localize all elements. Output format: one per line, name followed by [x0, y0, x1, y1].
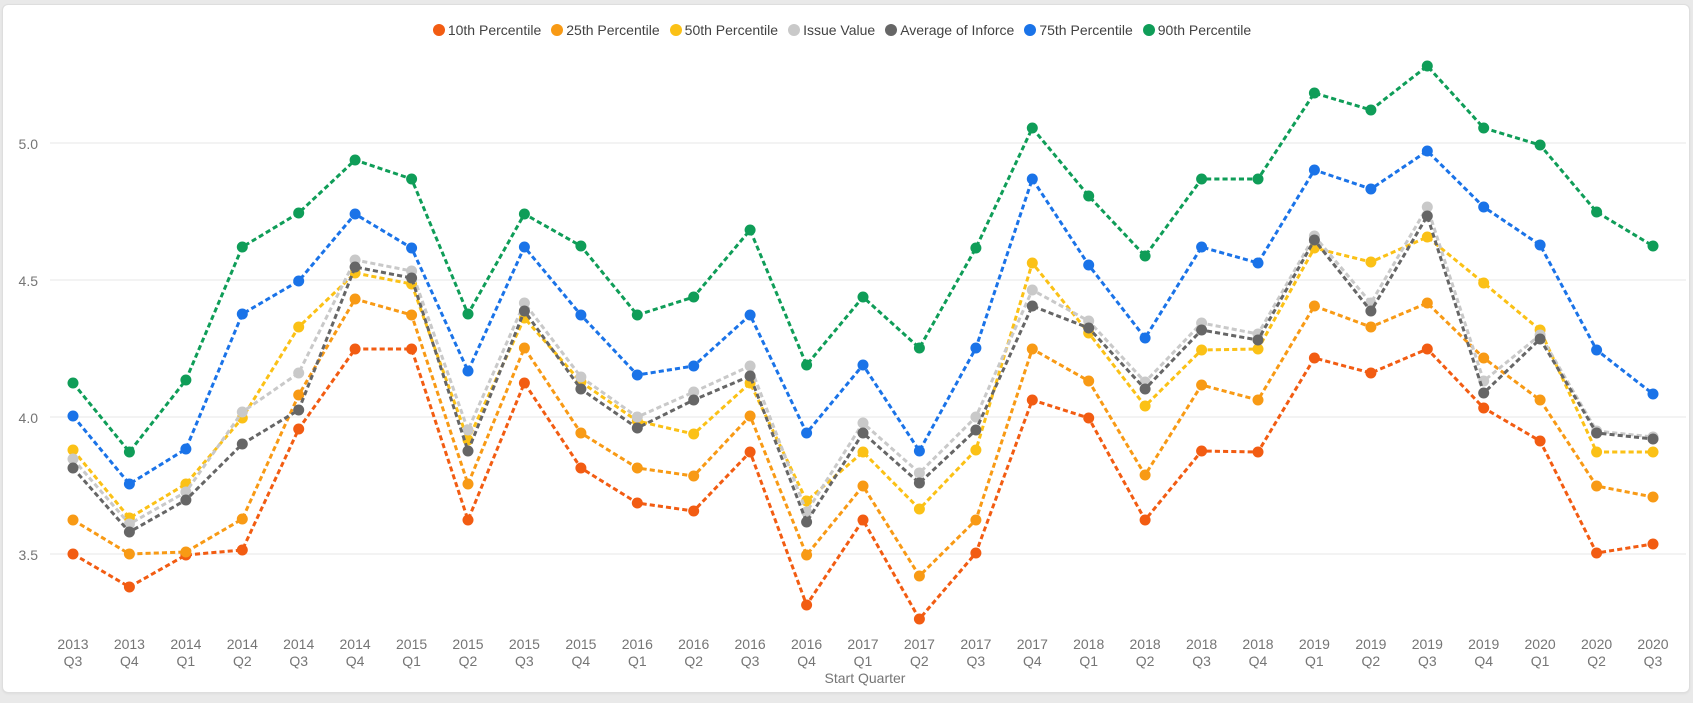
svg-text:2019: 2019 — [1412, 636, 1443, 652]
svg-text:Q4: Q4 — [1249, 653, 1268, 669]
svg-text:Q4: Q4 — [572, 653, 591, 669]
svg-text:2016: 2016 — [678, 636, 709, 652]
svg-text:2017: 2017 — [847, 636, 878, 652]
svg-text:Q4: Q4 — [1023, 653, 1042, 669]
svg-text:Q1: Q1 — [1531, 653, 1550, 669]
svg-text:Q1: Q1 — [402, 653, 421, 669]
svg-text:2014: 2014 — [170, 636, 201, 652]
svg-text:Q3: Q3 — [1644, 653, 1663, 669]
svg-text:2013: 2013 — [57, 636, 88, 652]
svg-text:2017: 2017 — [1017, 636, 1048, 652]
svg-text:2016: 2016 — [791, 636, 822, 652]
svg-text:Q2: Q2 — [1136, 653, 1155, 669]
svg-text:Q3: Q3 — [64, 653, 83, 669]
svg-text:4.0: 4.0 — [19, 410, 39, 426]
svg-text:2020: 2020 — [1637, 636, 1668, 652]
svg-text:2020: 2020 — [1581, 636, 1612, 652]
svg-text:Q3: Q3 — [1418, 653, 1437, 669]
svg-text:2014: 2014 — [283, 636, 314, 652]
svg-text:2017: 2017 — [960, 636, 991, 652]
svg-text:Q3: Q3 — [515, 653, 534, 669]
svg-text:2013: 2013 — [114, 636, 145, 652]
svg-text:2018: 2018 — [1242, 636, 1273, 652]
svg-text:2019: 2019 — [1468, 636, 1499, 652]
svg-text:2014: 2014 — [227, 636, 258, 652]
svg-text:Q2: Q2 — [684, 653, 703, 669]
svg-text:Q1: Q1 — [1305, 653, 1324, 669]
svg-text:2018: 2018 — [1130, 636, 1161, 652]
svg-text:Q1: Q1 — [628, 653, 647, 669]
svg-text:2020: 2020 — [1525, 636, 1556, 652]
svg-text:Q3: Q3 — [289, 653, 308, 669]
svg-text:Q1: Q1 — [854, 653, 873, 669]
svg-text:Q1: Q1 — [1079, 653, 1098, 669]
svg-text:2015: 2015 — [565, 636, 596, 652]
svg-text:Q3: Q3 — [967, 653, 986, 669]
svg-text:2019: 2019 — [1299, 636, 1330, 652]
svg-text:Start Quarter: Start Quarter — [825, 670, 906, 686]
svg-text:5.0: 5.0 — [19, 136, 39, 152]
svg-text:2015: 2015 — [396, 636, 427, 652]
svg-text:2019: 2019 — [1355, 636, 1386, 652]
svg-text:Q2: Q2 — [1587, 653, 1606, 669]
svg-text:3.5: 3.5 — [19, 547, 39, 563]
svg-text:Q4: Q4 — [346, 653, 365, 669]
svg-text:Q3: Q3 — [1192, 653, 1211, 669]
svg-text:Q2: Q2 — [233, 653, 252, 669]
svg-text:4.5: 4.5 — [19, 273, 39, 289]
svg-text:2015: 2015 — [452, 636, 483, 652]
svg-text:Q3: Q3 — [741, 653, 760, 669]
svg-text:2018: 2018 — [1186, 636, 1217, 652]
svg-text:2016: 2016 — [735, 636, 766, 652]
svg-text:2017: 2017 — [904, 636, 935, 652]
svg-text:Q4: Q4 — [120, 653, 139, 669]
svg-text:Q4: Q4 — [1474, 653, 1493, 669]
svg-text:2015: 2015 — [509, 636, 540, 652]
svg-text:2018: 2018 — [1073, 636, 1104, 652]
svg-text:2016: 2016 — [622, 636, 653, 652]
svg-text:Q2: Q2 — [459, 653, 478, 669]
svg-text:Q1: Q1 — [177, 653, 196, 669]
svg-text:Q2: Q2 — [910, 653, 929, 669]
svg-text:Q4: Q4 — [797, 653, 816, 669]
svg-text:2014: 2014 — [340, 636, 371, 652]
svg-text:Q2: Q2 — [1362, 653, 1381, 669]
